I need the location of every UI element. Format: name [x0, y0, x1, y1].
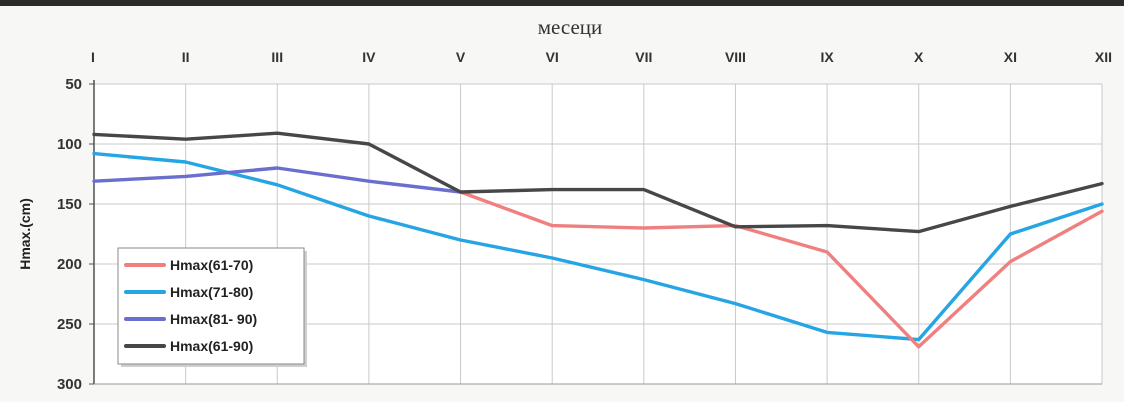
- legend: Hmax(61-70) Hmax(71-80) Hmax(81- 90) Hmax(6…: [117, 247, 307, 367]
- x-tick-label: V: [456, 49, 466, 65]
- x-tick-label: XII: [1095, 49, 1112, 65]
- x-tick-label: XI: [1004, 49, 1017, 65]
- y-tick-label: 200: [57, 256, 82, 273]
- x-tick-label: X: [914, 49, 924, 65]
- series-layer: [92, 131, 1104, 349]
- y-tick-label: 300: [57, 376, 82, 393]
- x-tick-label: II: [182, 49, 190, 65]
- y-tick-label: 150: [57, 196, 82, 213]
- x-tick-label: VIII: [725, 49, 746, 65]
- x-tick-label: IX: [820, 49, 834, 65]
- y-axis-title: Hmax.(cm): [17, 198, 33, 270]
- x-tick-label: VII: [635, 49, 652, 65]
- top-border-band: [0, 0, 1124, 6]
- y-tick-label: 50: [65, 76, 82, 93]
- legend-label: Hmax(71-80): [170, 284, 253, 300]
- y-tick-label: 100: [57, 136, 82, 153]
- series-line: [92, 151, 1104, 342]
- x-tick-label: III: [271, 49, 283, 65]
- chart-title: месеци: [538, 15, 603, 39]
- x-tick-label: VI: [546, 49, 559, 65]
- series-line: [92, 131, 1104, 234]
- series-line: [458, 190, 1104, 349]
- x-tick-label: IV: [362, 49, 376, 65]
- y-tick-label: 250: [57, 316, 82, 333]
- x-tick-label: I: [91, 49, 95, 65]
- legend-label: Hmax(61-90): [170, 338, 253, 354]
- legend-label: Hmax(61-70): [170, 257, 253, 273]
- legend-label: Hmax(81- 90): [170, 311, 257, 327]
- series-line: [92, 166, 463, 194]
